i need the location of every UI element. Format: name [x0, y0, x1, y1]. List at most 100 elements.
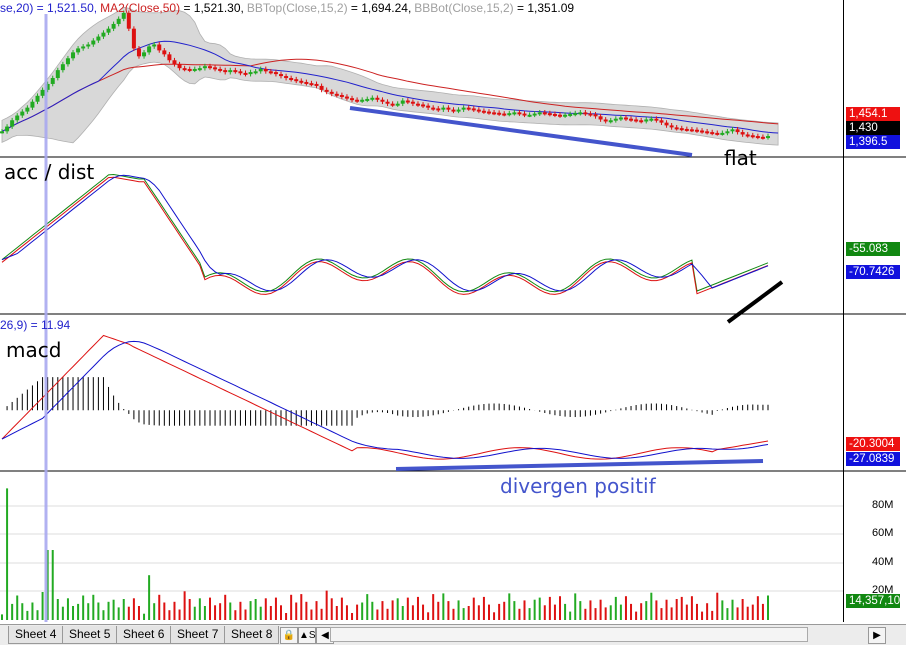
- macd-line: [1, 334, 769, 460]
- candle-body: [400, 100, 405, 104]
- candle-body: [116, 18, 121, 24]
- candle-body: [370, 97, 375, 100]
- candle-body: [583, 112, 588, 115]
- candle-body: [101, 32, 106, 37]
- candle-body: [5, 126, 10, 132]
- tab-sheet-5[interactable]: Sheet 5: [62, 626, 118, 644]
- sheet-nav-button[interactable]: ▲S: [298, 627, 316, 644]
- candle-body: [131, 28, 136, 49]
- candle-body: [654, 118, 659, 121]
- volume-tick-40m: 40M: [872, 556, 894, 568]
- candle-body: [279, 74, 284, 77]
- tab-sheet-4[interactable]: Sheet 4: [8, 626, 64, 644]
- candle-body: [385, 101, 390, 104]
- candle-body: [547, 113, 552, 116]
- positive-divergence-line: [395, 459, 764, 471]
- horizontal-scrollbar[interactable]: [330, 627, 808, 642]
- bbtop-legend-name: BBTop(Close,15,2): [246, 1, 348, 15]
- candle-body: [613, 118, 618, 121]
- tab-sheet-6[interactable]: Sheet 6: [116, 626, 172, 644]
- candle-body: [725, 131, 730, 134]
- candle-body: [202, 66, 207, 69]
- candle-body: [273, 72, 278, 75]
- candle-body: [207, 66, 212, 69]
- candle-body: [121, 12, 126, 19]
- candle-body: [329, 91, 334, 94]
- price-legend: se,20) = 1,521.50, MA2(Close,50) = 1,521.…: [0, 0, 577, 16]
- candle-body: [481, 110, 486, 113]
- candle-body: [218, 68, 223, 71]
- candle-body: [405, 100, 410, 103]
- volume-tag: 14,357,10: [846, 594, 900, 608]
- accdist-fast-line: [1, 173, 769, 293]
- candle-body: [76, 48, 81, 53]
- lock-icon[interactable]: 🔒: [280, 627, 298, 644]
- candle-body: [542, 112, 547, 115]
- bbtop-price-tag: 1,454.1: [846, 107, 900, 121]
- candle-body: [476, 109, 481, 112]
- candle-body: [740, 132, 745, 135]
- candle-body: [355, 99, 360, 102]
- candle-body: [360, 99, 365, 102]
- macd-signal-tag: -27.0839: [846, 452, 900, 466]
- candle-body: [608, 120, 613, 123]
- candle-body: [573, 113, 578, 116]
- candle-body: [294, 79, 299, 82]
- ma1-legend: se,20) = 1,521.50,: [0, 1, 98, 15]
- accdist-pane-label: acc / dist: [4, 160, 95, 184]
- candle-body: [669, 125, 674, 128]
- scroll-right-icon[interactable]: ▶: [868, 627, 886, 644]
- candle-body: [50, 78, 55, 84]
- candle-body: [314, 83, 319, 86]
- candle-body: [684, 128, 689, 131]
- accdist-slow-line: [1, 174, 769, 292]
- candle-body: [497, 112, 502, 115]
- candle-body: [492, 112, 497, 115]
- candle-body: [157, 44, 162, 51]
- candle-body: [629, 118, 634, 121]
- candle-body: [0, 131, 4, 134]
- downtrend-line: [349, 106, 693, 157]
- candle-body: [177, 64, 182, 69]
- candle-body: [507, 113, 512, 116]
- candle-body: [111, 23, 116, 29]
- candle-body: [167, 54, 172, 61]
- candle-body: [182, 68, 187, 71]
- candle-body: [461, 107, 466, 110]
- macd-legend-text: 26,9) = 11.94: [0, 318, 71, 332]
- candle-body: [694, 129, 699, 132]
- candle-body: [705, 131, 710, 134]
- candle-body: [441, 107, 446, 110]
- tab-sheet-7[interactable]: Sheet 7: [170, 626, 226, 644]
- candle-body: [20, 111, 25, 116]
- candle-body: [319, 85, 324, 90]
- macd-pane-label: macd: [6, 338, 62, 362]
- candle-body: [86, 44, 91, 47]
- candle-body: [426, 105, 431, 108]
- candle-body: [689, 129, 694, 132]
- candle-body: [106, 28, 111, 33]
- bbbot-legend-name: BBBot(Close,15,2): [414, 1, 514, 15]
- candle-body: [446, 107, 451, 110]
- candle-body: [603, 119, 608, 122]
- candle-body: [268, 71, 273, 74]
- candle-body: [192, 68, 197, 71]
- tab-sheet-8[interactable]: Sheet 8: [224, 626, 280, 644]
- candle-body: [147, 46, 152, 53]
- chart-canvas[interactable]: [0, 0, 906, 622]
- candle-body: [45, 83, 50, 90]
- candle-body: [415, 103, 420, 106]
- candle-body: [639, 120, 644, 123]
- candle-body: [40, 89, 45, 96]
- candle-body: [25, 107, 30, 112]
- candle-body: [700, 130, 705, 133]
- candle-body: [578, 112, 583, 115]
- candle-body: [410, 101, 415, 104]
- candle-body: [588, 113, 593, 116]
- candle-body: [365, 98, 370, 101]
- candle-body: [649, 118, 654, 121]
- price-axis-divider: [843, 0, 844, 622]
- candle-body: [598, 116, 603, 120]
- candle-body: [30, 101, 35, 108]
